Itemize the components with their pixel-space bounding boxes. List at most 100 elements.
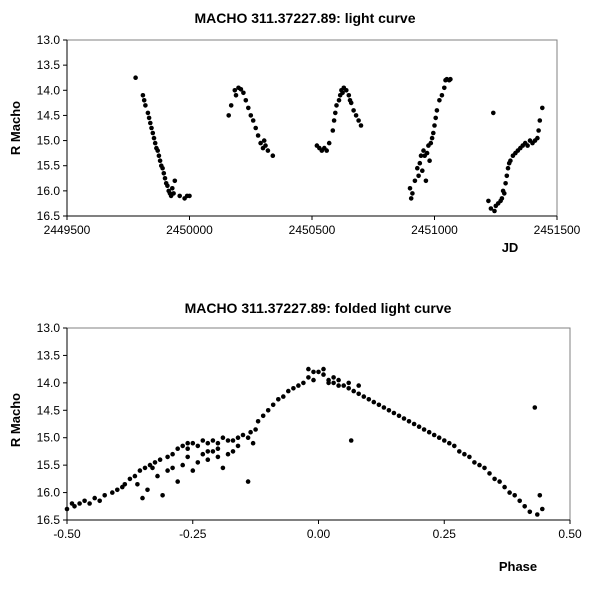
data-point <box>296 383 301 388</box>
data-point <box>215 454 221 460</box>
data-point <box>326 140 332 146</box>
data-point <box>324 148 330 153</box>
data-point <box>200 451 206 457</box>
y-tick-label: 15.5 <box>37 159 61 173</box>
y-tick-label: 13.0 <box>37 33 61 47</box>
data-point <box>152 460 158 465</box>
data-point <box>82 498 87 504</box>
data-point <box>333 110 338 116</box>
data-point <box>537 493 543 498</box>
data-point <box>412 178 418 184</box>
data-point <box>306 366 311 372</box>
data-point <box>452 443 457 449</box>
data-point <box>175 479 180 484</box>
data-point <box>127 476 133 482</box>
data-point <box>540 506 545 512</box>
data-point <box>381 405 387 410</box>
data-point <box>331 118 337 123</box>
data-point <box>240 432 246 438</box>
data-point <box>527 509 533 515</box>
data-point <box>235 435 241 441</box>
data-point <box>151 135 157 141</box>
data-point <box>205 440 211 446</box>
data-point <box>507 490 512 495</box>
data-point <box>171 191 176 196</box>
data-point <box>407 186 413 191</box>
data-point <box>281 394 286 399</box>
y-tick-label: 16.5 <box>37 209 61 223</box>
data-point <box>535 512 540 517</box>
data-point <box>351 108 356 113</box>
data-point <box>170 186 175 191</box>
data-point <box>205 457 211 463</box>
data-point <box>311 369 316 375</box>
data-point <box>185 446 190 452</box>
data-point <box>429 135 435 141</box>
data-point <box>537 118 543 123</box>
data-point <box>401 416 407 421</box>
data-point <box>396 413 402 419</box>
data-point <box>487 471 492 476</box>
data-point <box>482 465 487 471</box>
data-point <box>248 429 253 435</box>
data-point <box>497 479 502 484</box>
x-tick-label: 2450000 <box>166 223 213 237</box>
data-point <box>348 100 354 106</box>
data-point <box>286 388 291 394</box>
data-point <box>253 125 258 131</box>
data-point <box>205 449 211 454</box>
data-point <box>215 440 221 446</box>
data-point <box>180 443 185 449</box>
data-point <box>255 133 261 138</box>
data-point <box>421 427 427 432</box>
data-point <box>301 380 306 386</box>
data-point <box>439 93 445 98</box>
y-tick-label: 14.5 <box>37 403 61 417</box>
data-point <box>336 383 341 388</box>
data-point <box>532 405 538 410</box>
data-point <box>415 165 420 171</box>
chart-title: MACHO 311.37227.89: folded light curve <box>185 300 452 316</box>
data-point <box>187 193 192 199</box>
data-point <box>408 196 414 201</box>
data-point <box>535 135 540 141</box>
y-tick-label: 13.0 <box>37 321 61 335</box>
data-point <box>410 191 415 196</box>
y-tick-label: 13.5 <box>37 348 61 362</box>
data-point <box>253 427 258 432</box>
data-point <box>210 438 216 443</box>
data-point <box>143 103 148 108</box>
y-tick-label: 14.0 <box>37 376 61 390</box>
data-point <box>525 143 530 148</box>
data-point <box>133 75 138 80</box>
axis-ticks: -0.50 -0.25 0.00 0.25 0.50 13.0 13.5 14.0 14.5 15… <box>37 321 582 541</box>
data-point <box>431 130 436 136</box>
data-point <box>150 130 156 136</box>
data-point <box>165 454 170 460</box>
data-point <box>536 128 541 133</box>
data-point <box>225 451 231 457</box>
data-point <box>321 366 326 372</box>
data-point <box>423 178 429 184</box>
data-point <box>406 419 412 424</box>
data-point <box>177 193 182 199</box>
data-point <box>291 386 296 391</box>
data-point <box>336 98 342 103</box>
data-point <box>306 375 311 380</box>
data-point <box>321 372 326 377</box>
data-point <box>228 103 234 108</box>
data-point <box>220 435 226 441</box>
x-tick-label: -0.50 <box>53 527 81 541</box>
data-point <box>540 105 545 111</box>
data-point <box>346 386 352 391</box>
data-point <box>180 462 185 468</box>
data-point <box>64 506 70 512</box>
data-point <box>97 498 102 504</box>
data-point <box>270 402 276 408</box>
data-point <box>215 446 221 452</box>
data-point <box>110 490 115 495</box>
x-tick-label: 0.00 <box>307 527 331 541</box>
data-point <box>416 424 422 430</box>
data-point <box>238 87 244 92</box>
data-point <box>185 454 190 460</box>
